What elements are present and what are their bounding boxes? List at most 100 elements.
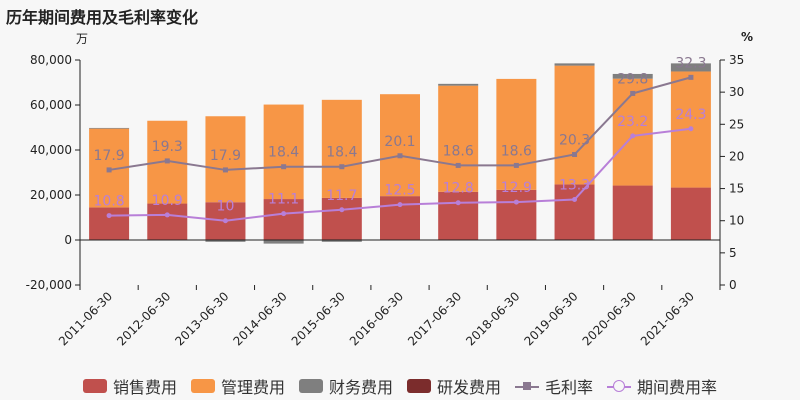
bar-admin bbox=[612, 78, 653, 186]
legend-label-admin: 管理费用 bbox=[220, 378, 285, 397]
x-tick-label: 2016-06-30 bbox=[347, 289, 406, 348]
bar-admin bbox=[205, 116, 246, 203]
expense-rate-point bbox=[339, 207, 345, 213]
right-tick-label: 20 bbox=[729, 149, 744, 163]
legend-line-expense-rate bbox=[607, 379, 632, 393]
gross-margin-data-label: 17.9 bbox=[210, 148, 241, 164]
right-axis-unit: % bbox=[741, 30, 754, 44]
legend-line-gross-margin bbox=[515, 379, 540, 393]
gross-margin-data-label: 18.6 bbox=[501, 143, 532, 159]
expense-rate-point bbox=[513, 199, 519, 205]
x-tick-label: 2020-06-30 bbox=[580, 289, 639, 348]
x-tick-label: 2015-06-30 bbox=[289, 289, 348, 348]
legend-item-rnd[interactable]: 研发费用 bbox=[407, 374, 501, 398]
bar-finance bbox=[205, 240, 246, 242]
gross-margin-point bbox=[397, 153, 403, 159]
gross-margin-data-label: 32.3 bbox=[675, 55, 706, 71]
right-tick-label: 30 bbox=[729, 85, 744, 99]
bar-admin bbox=[554, 65, 595, 185]
right-tick-label: 25 bbox=[729, 117, 744, 131]
expense-rate-data-label: 10.8 bbox=[94, 194, 125, 210]
x-tick-label: 2014-06-30 bbox=[231, 289, 290, 348]
chart-title: 历年期间费用及毛利率变化 bbox=[6, 8, 199, 27]
bar-finance bbox=[670, 63, 711, 72]
x-tick-label: 2017-06-30 bbox=[405, 289, 464, 348]
legend-item-selling[interactable]: 销售费用 bbox=[82, 374, 177, 398]
gross-margin-point bbox=[688, 74, 694, 80]
right-tick-label: 35 bbox=[729, 53, 744, 67]
bar-finance bbox=[612, 73, 653, 79]
x-tick-label: 2019-06-30 bbox=[521, 289, 580, 348]
gross-margin-point bbox=[222, 167, 228, 173]
expense-rate-point bbox=[455, 200, 461, 206]
left-tick-label: 80,000 bbox=[30, 53, 72, 67]
left-tick-label: 40,000 bbox=[30, 143, 72, 157]
bar-selling bbox=[438, 191, 479, 240]
gross-margin-data-label: 18.4 bbox=[326, 145, 357, 161]
bar-finance bbox=[438, 83, 479, 86]
legend-item-admin[interactable]: 管理费用 bbox=[190, 374, 285, 398]
bar-selling bbox=[670, 187, 711, 240]
gross-margin-point bbox=[339, 164, 345, 170]
x-tick-label: 2011-06-30 bbox=[56, 289, 115, 348]
expense-rate-data-label: 24.3 bbox=[675, 107, 706, 123]
left-tick-label: -20,000 bbox=[26, 278, 72, 292]
right-tick-label: 10 bbox=[729, 214, 744, 228]
bar-finance bbox=[263, 240, 304, 244]
expense-rate-data-label: 23.2 bbox=[617, 114, 648, 130]
bar-selling bbox=[612, 185, 653, 240]
gross-margin-data-label: 20.1 bbox=[384, 134, 415, 150]
left-tick-label: 60,000 bbox=[30, 98, 72, 112]
bar-finance bbox=[554, 63, 595, 66]
expense-rate-data-label: 12.9 bbox=[501, 180, 532, 196]
bar-selling bbox=[263, 199, 304, 240]
legend-label-selling: 销售费用 bbox=[112, 378, 177, 397]
bar-admin bbox=[321, 99, 362, 198]
gross-margin-point bbox=[513, 162, 519, 168]
gross-margin-point bbox=[572, 152, 578, 157]
expense-rate-data-label: 12.8 bbox=[443, 181, 474, 197]
gross-margin-data-label: 18.6 bbox=[443, 143, 474, 159]
bar-selling bbox=[147, 203, 188, 240]
gross-margin-data-label: 29.8 bbox=[617, 71, 648, 87]
bar-selling bbox=[496, 189, 537, 240]
expense-rate-point bbox=[222, 218, 228, 224]
gross-margin-data-label: 20.3 bbox=[559, 133, 590, 149]
chart-legend: 销售费用 管理费用 财务费用 研发费用 毛利率 期间费用率 bbox=[0, 374, 800, 398]
legend-label-rnd: 研发费用 bbox=[437, 378, 502, 397]
expense-rate-point bbox=[397, 202, 403, 208]
legend-item-finance[interactable]: 财务费用 bbox=[298, 374, 393, 398]
expense-rate-data-label: 11.1 bbox=[268, 192, 299, 208]
x-tick-label: 2018-06-30 bbox=[463, 289, 522, 348]
legend-swatch-rnd bbox=[407, 379, 431, 393]
expense-rate-point bbox=[164, 212, 170, 218]
expense-rate-data-label: 10 bbox=[217, 199, 235, 215]
legend-item-expense-rate[interactable]: 期间费用率 bbox=[607, 374, 717, 398]
x-tick-label: 2012-06-30 bbox=[114, 289, 173, 348]
expense-rate-point bbox=[572, 197, 578, 202]
gross-margin-data-label: 19.3 bbox=[152, 139, 183, 155]
bar-admin bbox=[496, 78, 537, 190]
gross-margin-point bbox=[630, 90, 636, 96]
right-tick-label: 15 bbox=[729, 182, 744, 196]
legend-label-expense-rate: 期间费用率 bbox=[637, 378, 718, 397]
bar-admin bbox=[380, 94, 420, 197]
left-tick-label: 0 bbox=[64, 233, 72, 247]
gross-margin-point bbox=[455, 162, 461, 168]
right-tick-label: 5 bbox=[729, 246, 737, 260]
bar-selling bbox=[554, 184, 595, 240]
right-tick-label: 0 bbox=[729, 278, 737, 292]
legend-label-finance: 财务费用 bbox=[328, 378, 393, 397]
x-tick-label: 2013-06-30 bbox=[172, 289, 231, 348]
bar-selling bbox=[321, 197, 362, 240]
bar-finance bbox=[89, 127, 130, 129]
left-axis-unit: 万 bbox=[76, 32, 89, 46]
legend-item-gross-margin[interactable]: 毛利率 bbox=[515, 374, 593, 398]
expense-rate-point bbox=[688, 126, 694, 132]
legend-swatch-admin bbox=[190, 379, 215, 393]
expense-rate-point bbox=[106, 213, 112, 219]
gross-margin-data-label: 18.4 bbox=[268, 145, 299, 161]
bar-selling bbox=[89, 207, 130, 240]
gross-margin-data-label: 17.9 bbox=[94, 148, 125, 164]
